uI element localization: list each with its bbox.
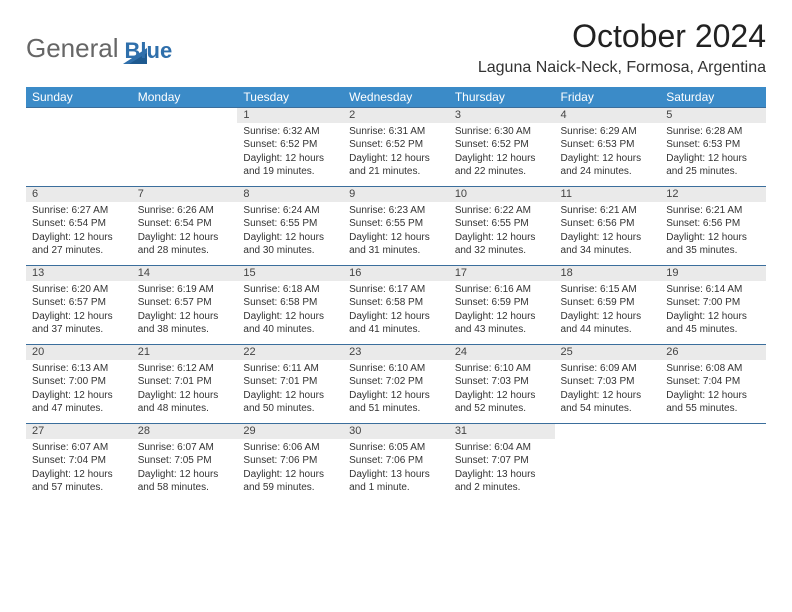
day-number-row: 20212223242526 — [26, 345, 766, 360]
day-number-row: 12345 — [26, 108, 766, 123]
weekday-header: Sunday — [26, 87, 132, 108]
day-number: 16 — [343, 266, 449, 281]
empty-cell — [132, 108, 238, 123]
weekday-header: Tuesday — [237, 87, 343, 108]
empty-cell — [660, 424, 766, 439]
day-number-row: 6789101112 — [26, 187, 766, 202]
day-number: 19 — [660, 266, 766, 281]
day-detail: Sunrise: 6:14 AMSunset: 7:00 PMDaylight:… — [660, 281, 766, 345]
day-number: 31 — [449, 424, 555, 439]
day-number: 27 — [26, 424, 132, 439]
day-detail: Sunrise: 6:19 AMSunset: 6:57 PMDaylight:… — [132, 281, 238, 345]
day-detail: Sunrise: 6:31 AMSunset: 6:52 PMDaylight:… — [343, 123, 449, 187]
day-number-row: 13141516171819 — [26, 266, 766, 281]
day-number: 12 — [660, 187, 766, 202]
day-number: 22 — [237, 345, 343, 360]
day-detail: Sunrise: 6:10 AMSunset: 7:03 PMDaylight:… — [449, 360, 555, 424]
empty-cell — [555, 439, 661, 503]
day-content-row: Sunrise: 6:20 AMSunset: 6:57 PMDaylight:… — [26, 281, 766, 345]
day-detail: Sunrise: 6:24 AMSunset: 6:55 PMDaylight:… — [237, 202, 343, 266]
day-number: 18 — [555, 266, 661, 281]
day-number: 2 — [343, 108, 449, 123]
month-title: October 2024 — [478, 18, 766, 55]
day-number: 5 — [660, 108, 766, 123]
day-detail: Sunrise: 6:10 AMSunset: 7:02 PMDaylight:… — [343, 360, 449, 424]
day-detail: Sunrise: 6:20 AMSunset: 6:57 PMDaylight:… — [26, 281, 132, 345]
day-number: 24 — [449, 345, 555, 360]
day-detail: Sunrise: 6:32 AMSunset: 6:52 PMDaylight:… — [237, 123, 343, 187]
day-number: 3 — [449, 108, 555, 123]
empty-cell — [555, 424, 661, 439]
weekday-header: Wednesday — [343, 87, 449, 108]
day-detail: Sunrise: 6:04 AMSunset: 7:07 PMDaylight:… — [449, 439, 555, 503]
day-detail: Sunrise: 6:26 AMSunset: 6:54 PMDaylight:… — [132, 202, 238, 266]
brand-part1: General — [26, 33, 119, 64]
day-detail: Sunrise: 6:13 AMSunset: 7:00 PMDaylight:… — [26, 360, 132, 424]
day-detail: Sunrise: 6:08 AMSunset: 7:04 PMDaylight:… — [660, 360, 766, 424]
day-number: 25 — [555, 345, 661, 360]
day-number: 17 — [449, 266, 555, 281]
day-number: 15 — [237, 266, 343, 281]
day-detail: Sunrise: 6:22 AMSunset: 6:55 PMDaylight:… — [449, 202, 555, 266]
brand-part2: Blue — [125, 38, 173, 64]
empty-cell — [132, 123, 238, 187]
day-number-row: 2728293031 — [26, 424, 766, 439]
day-number: 20 — [26, 345, 132, 360]
day-detail: Sunrise: 6:21 AMSunset: 6:56 PMDaylight:… — [555, 202, 661, 266]
day-content-row: Sunrise: 6:07 AMSunset: 7:04 PMDaylight:… — [26, 439, 766, 503]
day-number: 8 — [237, 187, 343, 202]
empty-cell — [26, 123, 132, 187]
calendar-table: SundayMondayTuesdayWednesdayThursdayFrid… — [26, 87, 766, 503]
day-detail: Sunrise: 6:17 AMSunset: 6:58 PMDaylight:… — [343, 281, 449, 345]
day-number: 29 — [237, 424, 343, 439]
day-number: 21 — [132, 345, 238, 360]
day-number: 7 — [132, 187, 238, 202]
day-content-row: Sunrise: 6:32 AMSunset: 6:52 PMDaylight:… — [26, 123, 766, 187]
day-detail: Sunrise: 6:18 AMSunset: 6:58 PMDaylight:… — [237, 281, 343, 345]
day-detail: Sunrise: 6:15 AMSunset: 6:59 PMDaylight:… — [555, 281, 661, 345]
day-detail: Sunrise: 6:12 AMSunset: 7:01 PMDaylight:… — [132, 360, 238, 424]
day-detail: Sunrise: 6:21 AMSunset: 6:56 PMDaylight:… — [660, 202, 766, 266]
day-detail: Sunrise: 6:09 AMSunset: 7:03 PMDaylight:… — [555, 360, 661, 424]
day-number: 23 — [343, 345, 449, 360]
weekday-header: Friday — [555, 87, 661, 108]
day-detail: Sunrise: 6:05 AMSunset: 7:06 PMDaylight:… — [343, 439, 449, 503]
day-number: 14 — [132, 266, 238, 281]
day-detail: Sunrise: 6:16 AMSunset: 6:59 PMDaylight:… — [449, 281, 555, 345]
day-detail: Sunrise: 6:23 AMSunset: 6:55 PMDaylight:… — [343, 202, 449, 266]
day-detail: Sunrise: 6:27 AMSunset: 6:54 PMDaylight:… — [26, 202, 132, 266]
weekday-header: Monday — [132, 87, 238, 108]
day-number: 6 — [26, 187, 132, 202]
day-number: 4 — [555, 108, 661, 123]
weekday-header-row: SundayMondayTuesdayWednesdayThursdayFrid… — [26, 87, 766, 108]
day-number: 9 — [343, 187, 449, 202]
empty-cell — [26, 108, 132, 123]
day-number: 10 — [449, 187, 555, 202]
day-detail: Sunrise: 6:07 AMSunset: 7:04 PMDaylight:… — [26, 439, 132, 503]
day-number: 30 — [343, 424, 449, 439]
day-detail: Sunrise: 6:06 AMSunset: 7:06 PMDaylight:… — [237, 439, 343, 503]
day-detail: Sunrise: 6:07 AMSunset: 7:05 PMDaylight:… — [132, 439, 238, 503]
day-number: 26 — [660, 345, 766, 360]
day-number: 1 — [237, 108, 343, 123]
day-detail: Sunrise: 6:29 AMSunset: 6:53 PMDaylight:… — [555, 123, 661, 187]
day-content-row: Sunrise: 6:27 AMSunset: 6:54 PMDaylight:… — [26, 202, 766, 266]
day-detail: Sunrise: 6:11 AMSunset: 7:01 PMDaylight:… — [237, 360, 343, 424]
day-number: 11 — [555, 187, 661, 202]
brand-logo: General Blue — [26, 18, 172, 64]
weekday-header: Saturday — [660, 87, 766, 108]
day-detail: Sunrise: 6:30 AMSunset: 6:52 PMDaylight:… — [449, 123, 555, 187]
location-text: Laguna Naick-Neck, Formosa, Argentina — [478, 59, 766, 77]
empty-cell — [660, 439, 766, 503]
weekday-header: Thursday — [449, 87, 555, 108]
day-content-row: Sunrise: 6:13 AMSunset: 7:00 PMDaylight:… — [26, 360, 766, 424]
day-number: 28 — [132, 424, 238, 439]
day-detail: Sunrise: 6:28 AMSunset: 6:53 PMDaylight:… — [660, 123, 766, 187]
day-number: 13 — [26, 266, 132, 281]
